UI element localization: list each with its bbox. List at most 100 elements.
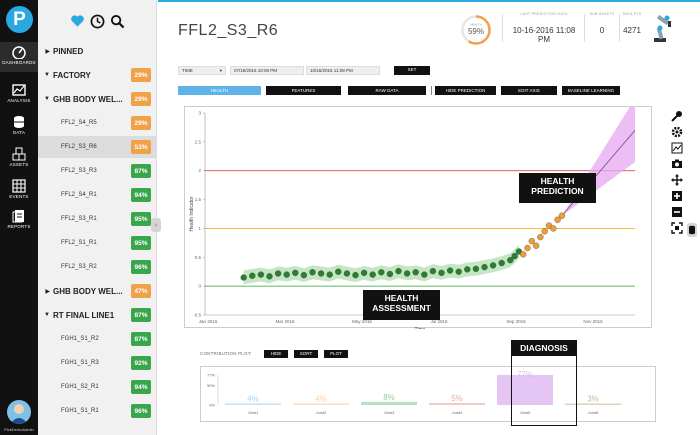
tree-item[interactable]: FGH1_S1_R2 87% xyxy=(38,328,157,350)
data-point xyxy=(537,233,544,241)
settings-tool[interactable] xyxy=(669,124,685,140)
tree-item-label: FFL2_S3_R2 xyxy=(61,264,97,270)
data-point xyxy=(274,270,282,277)
caret-right-icon[interactable]: ▶ xyxy=(45,48,50,55)
data-point xyxy=(532,242,540,249)
nav-analysis[interactable]: ANALYSIS xyxy=(0,80,38,110)
tree-group[interactable]: ▼ RT FINAL LINE1 87% xyxy=(38,304,157,326)
divider xyxy=(431,86,432,95)
app-logo[interactable]: P xyxy=(6,6,33,33)
time-select[interactable]: TIME ▾ xyxy=(178,66,226,75)
collapse-panel-button[interactable]: ‹ xyxy=(151,218,161,232)
clock-icon[interactable] xyxy=(90,14,105,29)
zoom-out-tool[interactable] xyxy=(669,204,685,220)
tree-group-label: GHB BODY WEL... xyxy=(53,94,123,104)
tree-item-label: FGH1_S2_R1 xyxy=(61,384,99,390)
side-panel-toggle[interactable] xyxy=(687,223,697,237)
last-prediction-stat: LAST PREDICTION DATA 10-16-2016 11:08 PM xyxy=(508,12,580,44)
contribution-hide-button[interactable]: HIDE xyxy=(264,350,288,358)
health-badge: 53% xyxy=(131,140,151,154)
health-badge: 47% xyxy=(131,284,151,298)
accent-bar xyxy=(158,0,700,2)
tree-group-label: FACTORY xyxy=(53,70,91,80)
data-point xyxy=(550,225,557,232)
tab-hide-prediction[interactable]: HIDE PREDICTION xyxy=(435,86,496,95)
nav-label: EVENTS xyxy=(9,194,29,199)
contribution-joint-label: Joint1 xyxy=(248,410,259,415)
y-tick-label: 0.5 xyxy=(195,255,202,260)
tree-item[interactable]: FFL2_S4_R5 29% xyxy=(38,112,157,134)
tree-item[interactable]: FGH1_S1_R1 96% xyxy=(38,400,157,422)
nav-label: ASSETS xyxy=(9,162,29,167)
health-badge: 95% xyxy=(131,236,151,250)
caret-down-icon[interactable]: ▼ xyxy=(44,96,50,102)
data-point xyxy=(421,271,428,278)
from-date-input[interactable]: 07/18/2016 10:08 PM xyxy=(230,66,304,75)
tree-item[interactable]: FFL2_S3_R1 95% xyxy=(38,208,157,230)
screenshot-tool[interactable] xyxy=(669,156,685,172)
tree-item[interactable]: FFL2_S3_R6 53% xyxy=(38,136,157,158)
caret-right-icon[interactable]: ▶ xyxy=(45,288,50,295)
tree-item[interactable]: FFL2_S4_R1 94% xyxy=(38,184,157,206)
move-icon xyxy=(671,174,683,186)
database-icon xyxy=(689,225,695,235)
contribution-joint-label: Joint2 xyxy=(316,410,327,415)
contribution-joint-label: Joint6 xyxy=(588,410,599,415)
health-badge: 96% xyxy=(131,404,151,418)
tab-edit-axis[interactable]: EDIT AXIS xyxy=(501,86,557,95)
y-tick-label: 2.5 xyxy=(195,139,202,144)
nav-events[interactable]: EVENTS xyxy=(0,176,38,206)
caret-down-icon[interactable]: ▼ xyxy=(44,72,50,78)
nav-assets[interactable]: ASSETS xyxy=(0,144,38,174)
divider xyxy=(502,14,503,42)
data-point xyxy=(369,271,376,278)
x-axis-label: Time xyxy=(415,327,426,329)
tree-group[interactable]: ▶ PINNED xyxy=(38,40,157,62)
data-point xyxy=(455,268,462,275)
tree-group[interactable]: ▶ GHB BODY WEL... 47% xyxy=(38,280,157,302)
health-badge: 94% xyxy=(131,188,151,202)
stat-header: LAST PREDICTION DATA xyxy=(520,12,568,16)
search-icon[interactable] xyxy=(110,14,125,29)
contribution-sort-button[interactable]: SORT xyxy=(294,350,318,358)
heart-icon[interactable] xyxy=(70,14,85,28)
tree-group-label: GHB BODY WEL... xyxy=(53,286,123,296)
callout-text: HEALTH ASSESSMENT xyxy=(372,293,431,313)
chart-type-tool[interactable] xyxy=(669,140,685,156)
contribution-bar xyxy=(225,403,281,405)
reset-zoom-tool[interactable] xyxy=(669,220,685,236)
zoom-in-tool[interactable] xyxy=(669,188,685,204)
tab-baseline-learning[interactable]: BASELINE LEARNING xyxy=(562,86,620,95)
tree-item-label: FGH1_S1_R3 xyxy=(61,360,99,366)
analysis-icon xyxy=(12,84,26,96)
tab-raw-data[interactable]: RAW DATA xyxy=(348,86,426,95)
tree-group[interactable]: ▼ FACTORY 29% xyxy=(38,64,157,86)
tree-item[interactable]: FFL2_S3_R3 87% xyxy=(38,160,157,182)
user-avatar[interactable] xyxy=(7,400,31,424)
fit-screen-icon xyxy=(671,222,683,234)
to-date-input[interactable]: 10/16/2016 11:08 PM xyxy=(306,66,380,75)
key-tool[interactable] xyxy=(669,108,685,124)
tab-health[interactable]: HEALTH xyxy=(178,86,261,95)
set-button[interactable]: SET xyxy=(394,66,430,75)
robot-arm-icon xyxy=(654,14,671,42)
tree-item[interactable]: FFL2_S1_R1 95% xyxy=(38,232,157,254)
data-point xyxy=(438,269,445,277)
tree-item[interactable]: FFL2_S3_R2 96% xyxy=(38,256,157,278)
y-tick-label: -0.5 xyxy=(193,313,201,318)
nav-dashboards[interactable]: DASHBOARDS xyxy=(0,42,38,72)
tree-item[interactable]: FGH1_S1_R3 92% xyxy=(38,352,157,374)
tab-features[interactable]: FEATURES xyxy=(266,86,341,95)
contribution-y-tick: 77% xyxy=(207,373,215,378)
contribution-plot-button[interactable]: PLOT xyxy=(324,350,348,358)
health-gauge: HEALTH 59% xyxy=(461,15,491,45)
data-point xyxy=(326,271,333,278)
health-badge: 87% xyxy=(131,164,151,178)
nav-data[interactable]: DATA xyxy=(0,112,38,142)
contribution-chart-svg: 77% 50% 0% 4% Joint1 4% Joint2 8% Joint3 5% Joint4… xyxy=(207,370,621,415)
tree-group[interactable]: ▼ GHB BODY WEL... 29% xyxy=(38,88,157,110)
pan-tool[interactable] xyxy=(669,172,685,188)
nav-reports[interactable]: REPORTS xyxy=(0,206,38,236)
tree-item[interactable]: FGH1_S2_R1 94% xyxy=(38,376,157,398)
caret-down-icon[interactable]: ▼ xyxy=(44,312,50,318)
